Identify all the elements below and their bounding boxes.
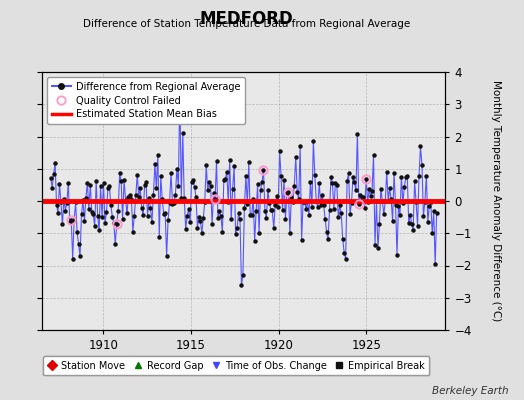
Text: Berkeley Earth: Berkeley Earth bbox=[432, 386, 508, 396]
Y-axis label: Monthly Temperature Anomaly Difference (°C): Monthly Temperature Anomaly Difference (… bbox=[491, 80, 501, 322]
Text: MEDFORD: MEDFORD bbox=[200, 10, 293, 28]
Legend: Station Move, Record Gap, Time of Obs. Change, Empirical Break: Station Move, Record Gap, Time of Obs. C… bbox=[43, 356, 430, 376]
Text: Difference of Station Temperature Data from Regional Average: Difference of Station Temperature Data f… bbox=[83, 19, 410, 29]
